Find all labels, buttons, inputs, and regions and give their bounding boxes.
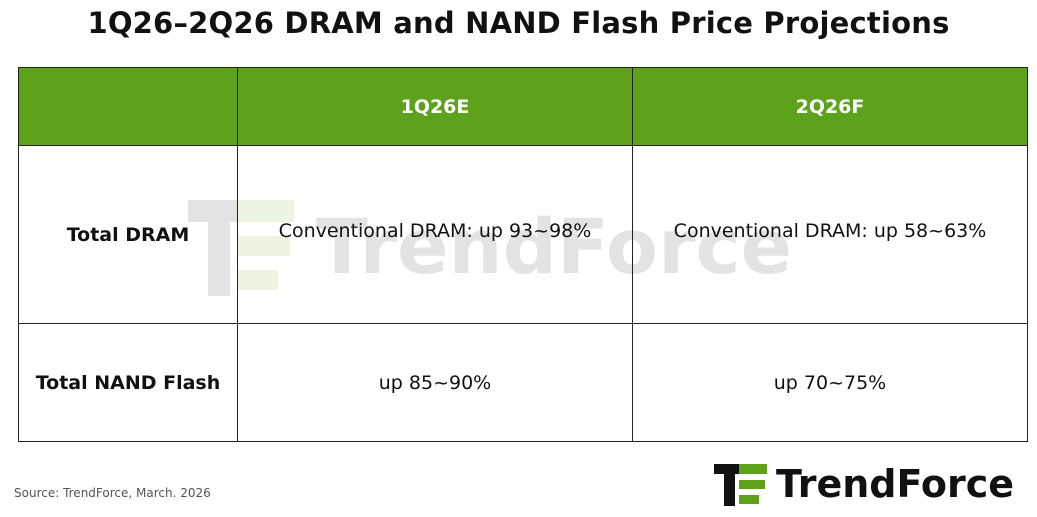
- row-label: Total NAND Flash: [18, 323, 238, 442]
- cell: Conventional DRAM: up 58~63%: [632, 145, 1028, 324]
- icon-bar: [739, 464, 767, 474]
- cell: up 85~90%: [237, 323, 633, 442]
- header-cell: 2Q26F: [632, 67, 1028, 146]
- header-cell: 1Q26E: [237, 67, 633, 146]
- logo: TrendForce: [714, 460, 1014, 512]
- icon-bar: [724, 474, 735, 506]
- table-row: Total DRAM Conventional DRAM: up 93~98% …: [18, 145, 1028, 324]
- logo-icon: [714, 464, 767, 506]
- source-note: Source: TrendForce, March. 2026: [14, 486, 211, 500]
- logo-text: TrendForce: [776, 462, 1015, 506]
- icon-bar: [714, 464, 744, 474]
- projection-table: 1Q26E 2Q26F Total DRAM Conventional DRAM…: [18, 67, 1028, 442]
- cell: up 70~75%: [632, 323, 1028, 442]
- header-row: 1Q26E 2Q26F: [18, 67, 1028, 146]
- cell: Conventional DRAM: up 93~98%: [237, 145, 633, 324]
- title: 1Q26–2Q26 DRAM and NAND Flash Price Proj…: [87, 6, 950, 40]
- icon-bar: [739, 480, 765, 489]
- table-row: Total NAND Flash up 85~90% up 70~75%: [18, 323, 1028, 442]
- header-corner: [18, 67, 238, 146]
- row-label: Total DRAM: [18, 145, 238, 324]
- icon-bar: [739, 495, 759, 504]
